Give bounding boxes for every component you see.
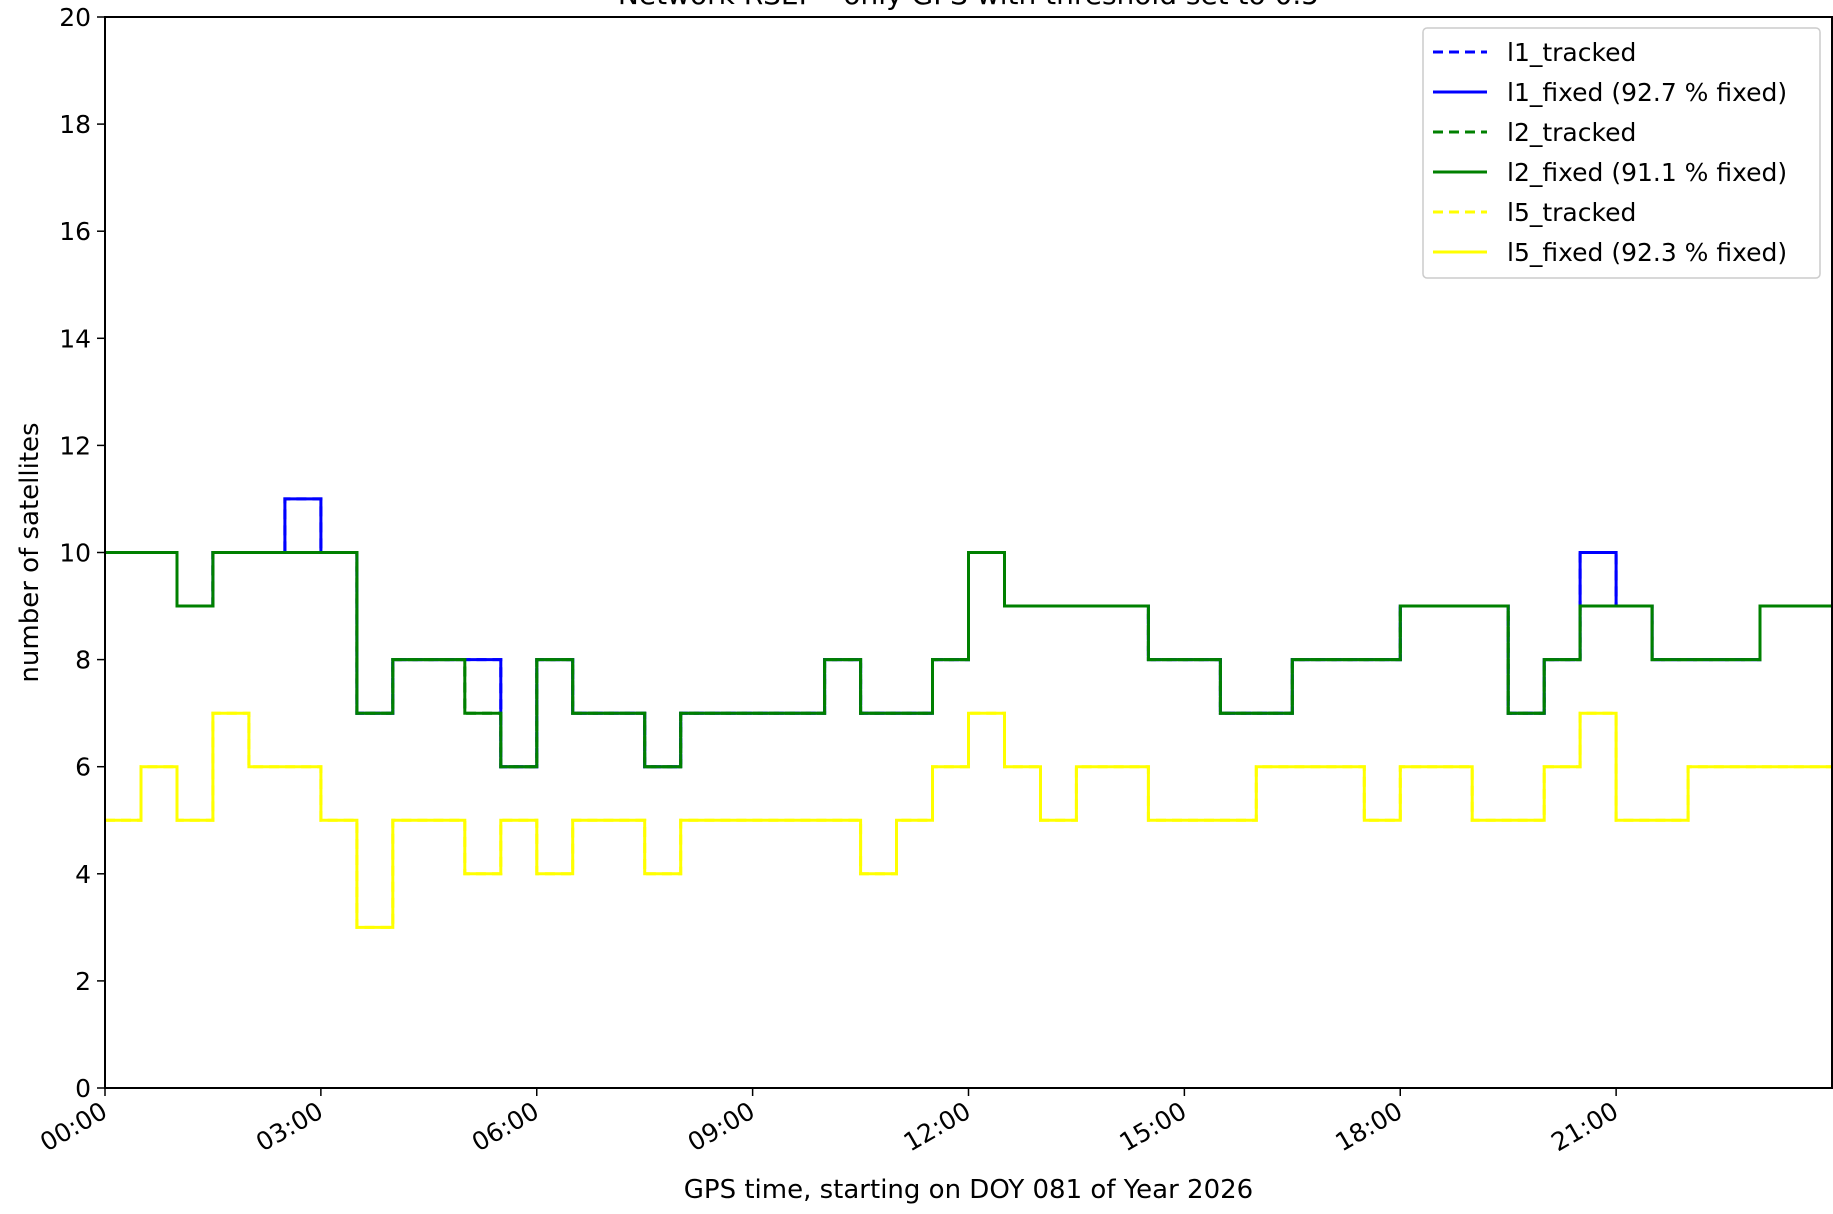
x-tick-label: 18:00 [1330, 1096, 1407, 1157]
x-tick-label: 03:00 [251, 1096, 328, 1157]
legend-label: l2_tracked [1507, 118, 1636, 147]
x-tick-label: 00:00 [35, 1096, 112, 1157]
legend-label: l1_tracked [1507, 38, 1636, 67]
y-tick-label: 6 [75, 753, 91, 782]
x-axis-label: GPS time, starting on DOY 081 of Year 20… [684, 1175, 1253, 1205]
chart-title: Network RSEP - only GPS with threshold s… [618, 0, 1319, 11]
y-tick-label: 2 [75, 967, 91, 996]
legend-label: l5_tracked [1507, 198, 1636, 227]
series-line-l2-tracked [105, 551, 1832, 769]
y-tick-label: 12 [59, 431, 91, 460]
x-tick-label: 21:00 [1546, 1096, 1623, 1157]
x-tick-label: 15:00 [1114, 1096, 1191, 1157]
x-tick-label: 09:00 [683, 1096, 760, 1157]
legend: l1_tracked l1_fixed (92.7 % fixed) l2_trac… [1422, 27, 1821, 279]
y-tick-label: 4 [75, 860, 91, 889]
series-line-l5-fixed [105, 711, 1832, 929]
legend-label: l5_fixed (92.3 % fixed) [1507, 238, 1787, 267]
y-tick-label: 16 [59, 217, 91, 246]
y-axis-label: number of satellites [15, 422, 45, 682]
x-tick-label: 06:00 [467, 1096, 544, 1157]
legend-box [1422, 27, 1821, 279]
y-tick-label: 8 [75, 646, 91, 675]
y-tick-label: 10 [59, 539, 91, 568]
series-line-l5-tracked [105, 711, 1832, 929]
y-tick-label: 0 [75, 1074, 91, 1103]
legend-label: l2_fixed (91.1 % fixed) [1507, 158, 1787, 187]
series-layer [105, 497, 1832, 929]
y-tick-label: 20 [59, 3, 91, 32]
legend-label: l1_fixed (92.7 % fixed) [1507, 78, 1787, 107]
x-tick-label: 12:00 [899, 1096, 976, 1157]
axis-layer: 0 2 4 6 8 10 12 14 16 18 20 00:00 03:00 06:00 09:00 12:… [35, 3, 1623, 1157]
y-tick-label: 18 [59, 110, 91, 139]
y-tick-label: 14 [59, 324, 91, 353]
